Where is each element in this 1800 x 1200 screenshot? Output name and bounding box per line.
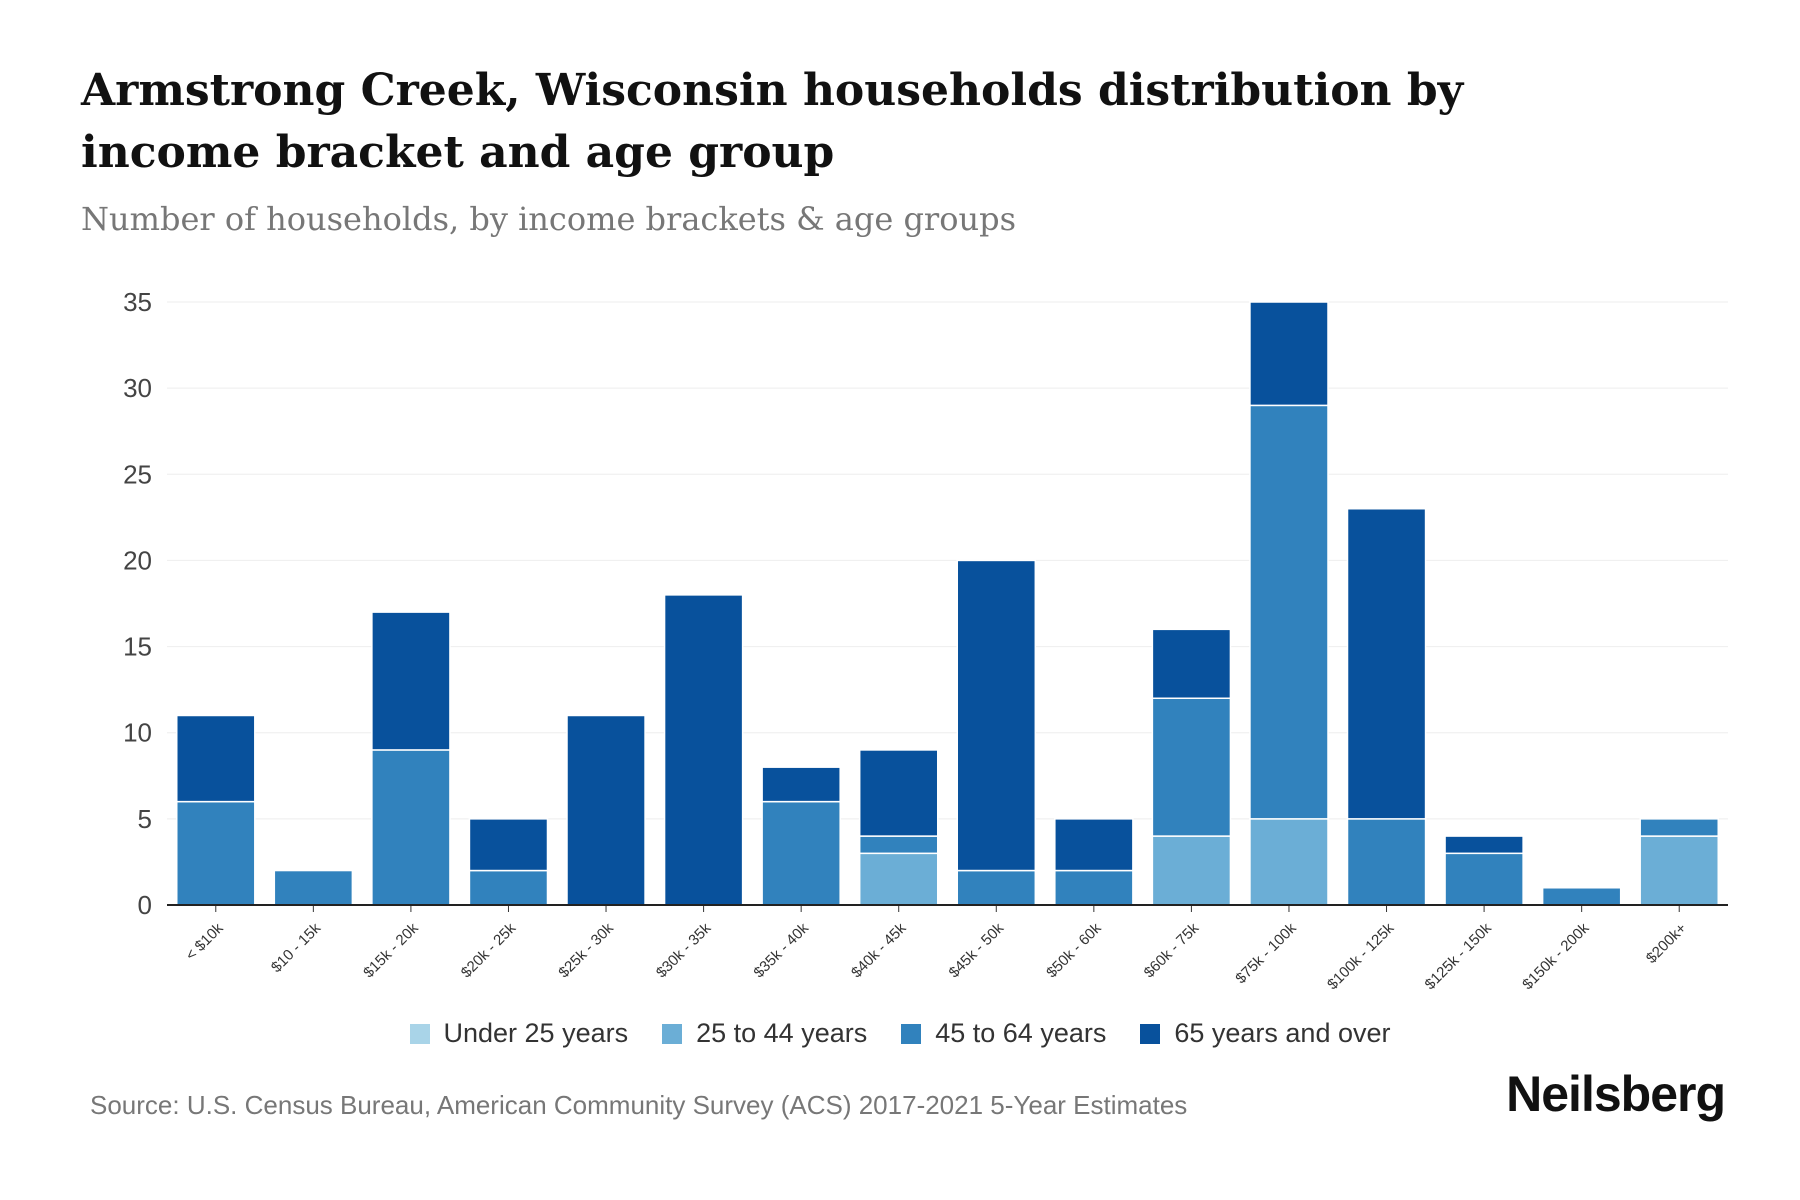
x-tick-label: $20k - 25k bbox=[458, 919, 520, 981]
bar-segment bbox=[1249, 301, 1329, 407]
bar-segment bbox=[1054, 869, 1134, 906]
y-tick-label: 0 bbox=[138, 890, 152, 920]
x-tick-label: $200k+ bbox=[1643, 920, 1690, 967]
x-tick-label: $25k - 30k bbox=[555, 919, 617, 981]
y-tick-label: 15 bbox=[123, 632, 152, 662]
x-tick-label: $10 - 15k bbox=[268, 919, 325, 976]
x-tick-label: $75k - 100k bbox=[1232, 919, 1300, 987]
bar-segment bbox=[468, 869, 549, 906]
legend-swatch bbox=[662, 1023, 683, 1044]
bar-segment bbox=[1346, 818, 1427, 906]
bar-segment bbox=[371, 749, 451, 906]
bar-segment bbox=[273, 869, 354, 906]
y-tick-label: 30 bbox=[123, 373, 152, 403]
x-tick-label: $15k - 20k bbox=[360, 919, 422, 981]
x-tick-label: $30k - 35k bbox=[653, 919, 715, 981]
legend-swatch bbox=[901, 1023, 922, 1044]
bar-segment bbox=[956, 869, 1037, 906]
source-note: Source: U.S. Census Bureau, American Com… bbox=[90, 1090, 1188, 1120]
legend-label: 45 to 64 years bbox=[935, 1018, 1107, 1048]
legend-swatch bbox=[409, 1023, 430, 1044]
x-tick-label: $100k - 125k bbox=[1324, 919, 1398, 993]
bar-segment bbox=[1249, 404, 1329, 820]
bar-segment bbox=[858, 749, 939, 837]
bar-segment bbox=[176, 714, 256, 803]
bar-segment bbox=[1249, 818, 1329, 906]
legend-item: Under 25 years bbox=[409, 1018, 629, 1049]
y-tick-label: 10 bbox=[123, 718, 152, 748]
bar-segment bbox=[1444, 852, 1524, 906]
x-tick-label: < $10k bbox=[182, 919, 227, 964]
legend-item: 25 to 44 years bbox=[662, 1018, 867, 1049]
bar-segment bbox=[1346, 507, 1427, 820]
bar-segment bbox=[468, 818, 549, 872]
stacked-bar-chart: 0 5 10 15 20 25 30 35 < $10k $10 - 15k $15k - 20k $… bbox=[123, 287, 1728, 993]
legend-label: 25 to 44 years bbox=[696, 1018, 868, 1048]
neilsberg-logo: Neilsberg bbox=[1506, 1066, 1726, 1122]
chart-title: Armstrong Creek, Wisconsin households di… bbox=[81, 65, 1464, 178]
legend-swatch bbox=[1140, 1023, 1161, 1044]
bar-segment bbox=[1444, 835, 1524, 855]
bar-segment bbox=[1151, 697, 1232, 837]
legend: Under 25 years 25 to 44 years 45 to 64 yea… bbox=[0, 1018, 1800, 1049]
bar-segment bbox=[956, 559, 1037, 872]
x-tick-label: $125k - 150k bbox=[1422, 919, 1496, 993]
y-tick-label: 20 bbox=[123, 545, 152, 575]
bar-segment bbox=[1054, 818, 1134, 872]
x-tick-label: $35k - 40k bbox=[750, 919, 812, 981]
x-tick-label: $150k - 200k bbox=[1519, 919, 1593, 993]
bar-segment bbox=[761, 766, 841, 803]
legend-label: 65 years and over bbox=[1174, 1018, 1391, 1048]
legend-label: Under 25 years bbox=[443, 1018, 629, 1048]
legend-item: 45 to 64 years bbox=[901, 1018, 1106, 1049]
y-tick-label: 35 bbox=[123, 287, 152, 317]
y-tick-label: 25 bbox=[123, 459, 152, 489]
bar-segment bbox=[1541, 887, 1622, 906]
bar-segment bbox=[1151, 835, 1232, 906]
x-tick-label: $50k - 60k bbox=[1043, 919, 1105, 981]
bar-segment bbox=[858, 852, 939, 906]
bar-segment bbox=[176, 800, 256, 906]
bar-segment bbox=[761, 800, 841, 906]
x-tick-label: $45k - 50k bbox=[946, 919, 1008, 981]
bar-segment bbox=[663, 594, 744, 906]
y-tick-label: 5 bbox=[138, 804, 152, 834]
bar-segment bbox=[566, 714, 646, 906]
bar-segment bbox=[371, 611, 451, 751]
x-tick-label: $60k - 75k bbox=[1141, 919, 1203, 981]
chart-subtitle: Number of households, by income brackets… bbox=[81, 200, 1016, 238]
x-tick-label: $40k - 45k bbox=[848, 919, 910, 981]
bar-segment bbox=[858, 835, 939, 855]
bar-segment bbox=[1151, 628, 1232, 700]
bar-segment bbox=[1639, 818, 1719, 837]
legend-item: 65 years and over bbox=[1140, 1018, 1391, 1049]
bar-segment bbox=[1639, 835, 1719, 906]
